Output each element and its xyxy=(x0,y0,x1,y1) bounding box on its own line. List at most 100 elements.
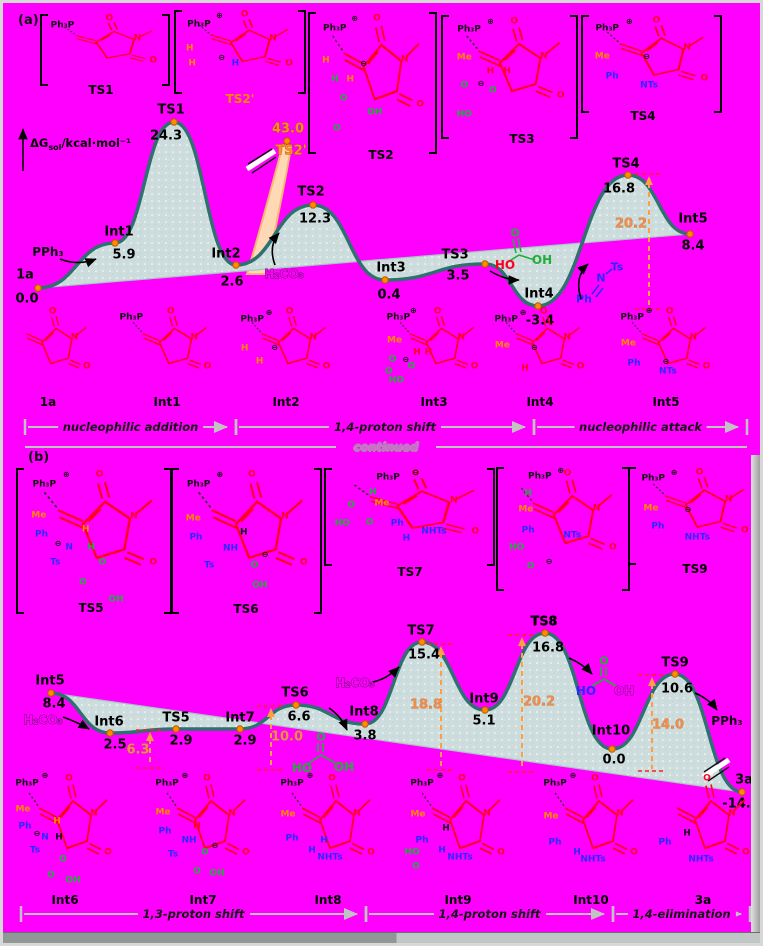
bond-line xyxy=(591,678,605,687)
annotation-text: PPh₃ xyxy=(711,714,742,728)
energy-point-TS5 xyxy=(172,725,180,733)
barrier-value: 20.2 xyxy=(523,695,555,710)
curved-arrow xyxy=(62,716,90,730)
curved-arrow xyxy=(328,707,348,731)
energy-point-3a xyxy=(738,788,746,796)
point-name: Int8 xyxy=(349,705,378,720)
energy-point-TS4 xyxy=(624,171,632,179)
energy-point-TS9 xyxy=(671,670,679,678)
energy-point-Int7 xyxy=(236,725,244,733)
point-value: 16.8 xyxy=(532,641,564,656)
point-name: Int1 xyxy=(104,225,133,240)
annotation-text: Ph xyxy=(576,293,592,306)
annotation-text: O xyxy=(316,731,325,744)
point-name: Int10 xyxy=(592,724,630,739)
bond-line xyxy=(245,148,277,172)
point-name: TS5 xyxy=(162,711,189,726)
barrier-value: 6.3 xyxy=(126,743,149,758)
point-name: TS7 xyxy=(407,624,434,639)
energy-point-Int5 xyxy=(686,230,694,238)
barrier-value: 20.2 xyxy=(615,217,647,232)
barrier-arrowhead xyxy=(437,646,445,655)
energy-curve-a xyxy=(37,120,691,308)
point-value: 8.4 xyxy=(681,239,704,254)
point-value: 15.4 xyxy=(408,648,440,663)
point-value: 0.0 xyxy=(15,292,38,307)
barrier-arrowhead xyxy=(146,732,154,741)
energy-point-TS7 xyxy=(418,638,426,646)
energy-point-1a xyxy=(34,284,42,292)
point-value: 0.0 xyxy=(602,753,625,768)
point-name: Int7 xyxy=(225,711,254,726)
annotation-text: HO xyxy=(576,684,596,698)
axis-units: /kcal·mol⁻¹ xyxy=(61,136,132,150)
curved-arrow xyxy=(577,263,589,300)
energy-point-Int4 xyxy=(534,302,542,310)
annotation-text: HO xyxy=(292,761,312,775)
point-value: 10.6 xyxy=(661,682,693,697)
energy-point-Int5 xyxy=(47,689,55,697)
point-value: 3.8 xyxy=(353,729,376,744)
bond-line xyxy=(251,156,277,174)
curved-arrow xyxy=(694,692,718,711)
annotation-text: H₂CO₃ xyxy=(23,713,63,727)
bond-line xyxy=(517,237,522,253)
energy-surface-a xyxy=(38,122,690,306)
energy-point-Int1 xyxy=(111,239,119,247)
point-name: Int5 xyxy=(678,212,707,227)
bond-line xyxy=(308,754,322,764)
curved-arrow xyxy=(59,258,97,268)
energy-point-TS1 xyxy=(170,118,178,126)
point-name: TS9 xyxy=(661,656,688,671)
annotation-text: H₂CO₃ xyxy=(264,267,304,281)
annotation-text: Ts xyxy=(611,261,624,274)
bottom-scrollbar xyxy=(3,932,760,943)
annotation-text: HO xyxy=(495,258,515,272)
panel-a-label: (a) xyxy=(18,13,39,28)
point-value: 24.3 xyxy=(150,129,182,144)
energy-point-TS6 xyxy=(292,701,300,709)
bond-line xyxy=(247,148,273,165)
curved-arrow xyxy=(489,270,520,285)
annotation-text: H₂CO₃ xyxy=(335,676,375,690)
point-name: Int3 xyxy=(376,261,405,276)
point-value: 0.4 xyxy=(377,288,400,303)
energy-point-Int3 xyxy=(381,276,389,284)
point-value: -3.4 xyxy=(526,314,554,329)
barrier-arrowhead xyxy=(518,637,526,646)
barrier-arrowhead xyxy=(648,677,656,686)
bond-line xyxy=(603,678,617,687)
annotation-text: TS2' xyxy=(275,144,306,159)
annotation-text: N xyxy=(596,272,605,285)
bond-line xyxy=(507,254,520,263)
bond-line xyxy=(595,287,604,298)
barrier-value: 18.8 xyxy=(410,698,442,713)
annotation-text: OH xyxy=(334,760,354,774)
energy-point-TS2 xyxy=(309,201,317,209)
annotation-text: OH xyxy=(614,684,634,698)
energy-point-Int9 xyxy=(481,706,489,714)
energy-point-TS2-prime xyxy=(283,137,291,145)
energy-point-TS3 xyxy=(481,260,489,268)
point-value: 16.8 xyxy=(603,182,635,197)
curved-arrow xyxy=(372,666,400,683)
right-edge-strip xyxy=(751,455,760,937)
bond-line xyxy=(707,766,730,782)
annotation-text: 43.0 xyxy=(272,122,304,137)
point-name: TS3 xyxy=(441,248,468,263)
point-name: 1a xyxy=(16,268,34,283)
annotation-text: OH xyxy=(532,253,552,267)
energy-point-TS8 xyxy=(541,629,549,637)
point-value: 5.1 xyxy=(472,714,495,729)
barrier-value: 14.0 xyxy=(652,718,684,733)
point-value: 12.3 xyxy=(299,212,331,227)
point-value: 8.4 xyxy=(42,697,65,712)
bond-line xyxy=(512,238,517,254)
point-name: Int5 xyxy=(35,674,64,689)
axis-subscript: sol xyxy=(48,143,62,152)
energy-point-Int8 xyxy=(361,720,369,728)
point-value: 3.5 xyxy=(446,269,469,284)
point-name: Int4 xyxy=(524,287,553,302)
point-value: 5.9 xyxy=(112,248,135,263)
